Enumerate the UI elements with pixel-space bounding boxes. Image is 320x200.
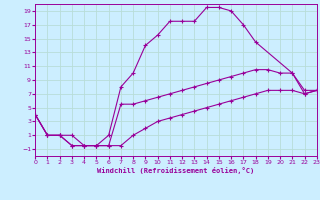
- X-axis label: Windchill (Refroidissement éolien,°C): Windchill (Refroidissement éolien,°C): [97, 167, 255, 174]
